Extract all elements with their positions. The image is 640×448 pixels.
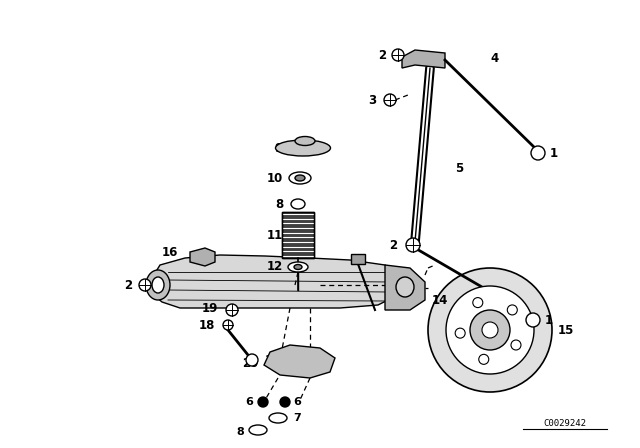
Text: 10: 10: [267, 172, 283, 185]
Bar: [351, 254, 365, 264]
Text: 17: 17: [265, 353, 281, 366]
Bar: [282, 212, 314, 258]
Text: 20: 20: [242, 357, 258, 370]
Ellipse shape: [288, 262, 308, 272]
Polygon shape: [385, 265, 425, 310]
Circle shape: [392, 49, 404, 61]
Ellipse shape: [275, 140, 330, 156]
Circle shape: [223, 320, 233, 330]
Circle shape: [428, 268, 552, 392]
Circle shape: [455, 328, 465, 338]
Circle shape: [246, 354, 258, 366]
Circle shape: [531, 146, 545, 160]
Text: 12: 12: [267, 259, 283, 272]
Ellipse shape: [146, 270, 170, 300]
Ellipse shape: [152, 277, 164, 293]
Ellipse shape: [295, 175, 305, 181]
Text: 1: 1: [545, 314, 553, 327]
Text: 18: 18: [198, 319, 215, 332]
Circle shape: [473, 297, 483, 308]
Text: 15: 15: [558, 323, 574, 336]
Circle shape: [479, 354, 489, 364]
Ellipse shape: [294, 264, 302, 270]
Circle shape: [508, 305, 517, 315]
Text: 7: 7: [293, 413, 301, 423]
Text: 2: 2: [124, 279, 132, 292]
Bar: [282, 212, 314, 258]
Circle shape: [526, 313, 540, 327]
Circle shape: [470, 310, 510, 350]
Polygon shape: [264, 345, 335, 378]
Polygon shape: [150, 255, 400, 308]
Polygon shape: [402, 50, 445, 68]
Text: 3: 3: [368, 94, 376, 107]
Circle shape: [280, 397, 290, 407]
Text: 1: 1: [550, 146, 558, 159]
Ellipse shape: [396, 277, 414, 297]
Ellipse shape: [269, 413, 287, 423]
Text: 5: 5: [455, 161, 463, 175]
Ellipse shape: [291, 199, 305, 209]
Text: 9: 9: [275, 142, 283, 155]
Text: 6: 6: [293, 397, 301, 407]
Text: 2: 2: [389, 238, 397, 251]
Ellipse shape: [289, 172, 311, 184]
Circle shape: [139, 279, 151, 291]
Text: 19: 19: [202, 302, 218, 314]
Circle shape: [226, 304, 238, 316]
Circle shape: [258, 397, 268, 407]
Ellipse shape: [249, 425, 267, 435]
Text: 16: 16: [162, 246, 178, 258]
Text: 11: 11: [267, 228, 283, 241]
Text: 8: 8: [236, 427, 244, 437]
Ellipse shape: [295, 137, 315, 146]
Text: 8: 8: [275, 198, 283, 211]
Text: 13: 13: [387, 298, 403, 311]
Text: 14: 14: [432, 293, 449, 306]
Circle shape: [511, 340, 521, 350]
Circle shape: [446, 286, 534, 374]
Circle shape: [482, 322, 498, 338]
Text: 4: 4: [490, 52, 499, 65]
Circle shape: [384, 94, 396, 106]
Circle shape: [406, 238, 420, 252]
Text: C0029242: C0029242: [543, 419, 586, 428]
Polygon shape: [190, 248, 215, 266]
Text: 6: 6: [245, 397, 253, 407]
Text: 2: 2: [378, 48, 386, 61]
